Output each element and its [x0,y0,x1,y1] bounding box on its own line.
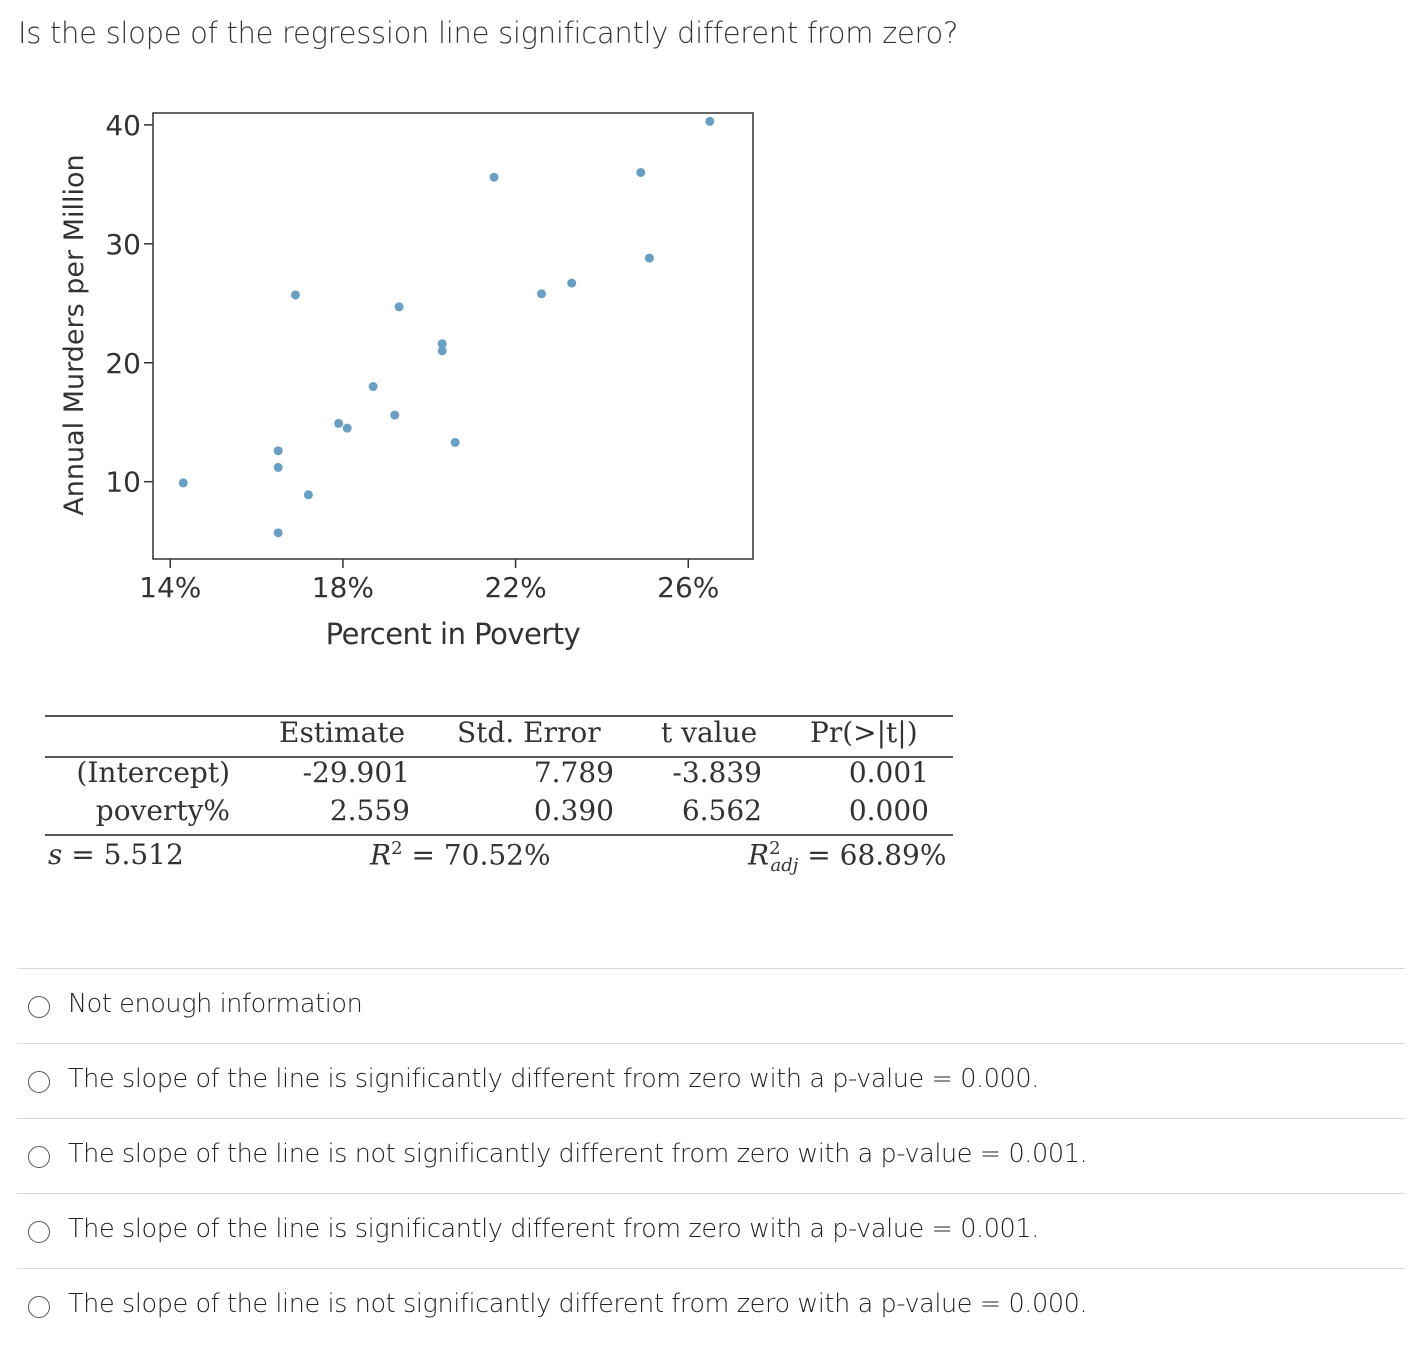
row-poverty-std-error: 0.390 [533,794,614,827]
option-label: The slope of the line is not significant… [68,1289,1088,1319]
plot-frame [152,112,754,560]
option-label: The slope of the line is significantly d… [68,1214,1039,1244]
y-axis: 10 20 30 40 [105,109,153,499]
data-point [644,253,654,263]
r2adj-sup: 2 [769,838,781,859]
radio-button[interactable] [28,1221,50,1243]
question-text: Is the slope of the regression line sign… [18,16,959,50]
data-point [178,478,188,488]
r2adj-label: R [748,838,770,872]
x-axis-label: Percent in Poverty [326,617,581,651]
data-point [273,462,283,472]
r-squared-adj: R2adj = 68.89% [748,838,946,876]
table-top-rule [45,715,953,717]
data-point [536,289,546,299]
row-intercept-estimate: -29.901 [302,756,410,789]
r2-label: R [370,838,392,872]
row-poverty-p-value: 0.000 [848,794,929,827]
x-tick-label: 18% [312,571,374,604]
header-t-value: t value [661,716,758,749]
data-point [394,302,404,312]
data-point [567,278,577,288]
option-label: The slope of the line is not significant… [68,1139,1088,1169]
row-intercept-name: (Intercept) [76,756,230,789]
data-point [390,410,400,420]
row-poverty-name: poverty% [95,794,230,827]
header-estimate: Estimate [279,716,406,749]
radio-button[interactable] [28,1071,50,1093]
data-point [450,437,460,447]
residual-se: s = 5.512 [48,838,184,871]
r2-value: = 70.52% [411,838,551,872]
y-tick-label: 20 [105,347,141,380]
r2adj-value: = 68.89% [807,838,947,872]
x-tick-label: 22% [484,571,546,604]
y-tick-label: 10 [105,466,141,499]
data-point [705,116,715,126]
row-intercept-std-error: 7.789 [533,756,614,789]
option-label: The slope of the line is significantly d… [68,1064,1039,1094]
y-tick-label: 30 [105,228,141,261]
answer-options: Not enough information The slope of the … [17,968,1405,1343]
table-bottom-rule [45,834,953,836]
table-header-rule [45,756,953,758]
x-tick-label: 14% [139,571,201,604]
option-not-significant-p000[interactable]: The slope of the line is not significant… [17,1268,1405,1343]
option-not-significant-p001[interactable]: The slope of the line is not significant… [17,1118,1405,1193]
radio-button[interactable] [28,1296,50,1318]
row-poverty-t-value: 6.562 [681,794,762,827]
data-point [290,290,300,300]
data-point [334,418,344,428]
scatter-chart: 10 20 30 40 14% 18% 22% 26% Percent in Poverty… [59,109,754,651]
radio-button[interactable] [28,1146,50,1168]
radio-button[interactable] [28,996,50,1018]
data-point [273,446,283,456]
r-squared: R2 = 70.52% [370,838,551,871]
s-value: = 5.512 [71,838,184,871]
data-points [178,116,715,538]
r2adj-sub: adj [770,854,799,876]
row-intercept-t-value: -3.839 [672,756,762,789]
x-tick-label: 26% [657,571,719,604]
y-tick-label: 40 [105,109,141,142]
header-p-value: Pr(>|t|) [810,716,918,749]
data-point [437,339,447,349]
data-point [342,423,352,433]
option-label: Not enough information [68,989,363,1019]
data-point [303,490,313,500]
data-point [273,528,283,538]
header-std-error: Std. Error [457,716,601,749]
row-intercept-p-value: 0.001 [848,756,929,789]
x-axis: 14% 18% 22% 26% [139,559,719,604]
s-label: s [48,838,63,871]
data-point [437,346,447,356]
r2-sup: 2 [391,838,403,859]
data-point [368,382,378,392]
row-poverty-estimate: 2.559 [329,794,410,827]
data-point [636,167,646,177]
option-not-enough-info[interactable]: Not enough information [17,968,1405,1043]
data-point [489,172,499,182]
option-significant-p000[interactable]: The slope of the line is significantly d… [17,1043,1405,1118]
option-significant-p001[interactable]: The slope of the line is significantly d… [17,1193,1405,1268]
y-axis-label: Annual Murders per Million [59,154,90,515]
